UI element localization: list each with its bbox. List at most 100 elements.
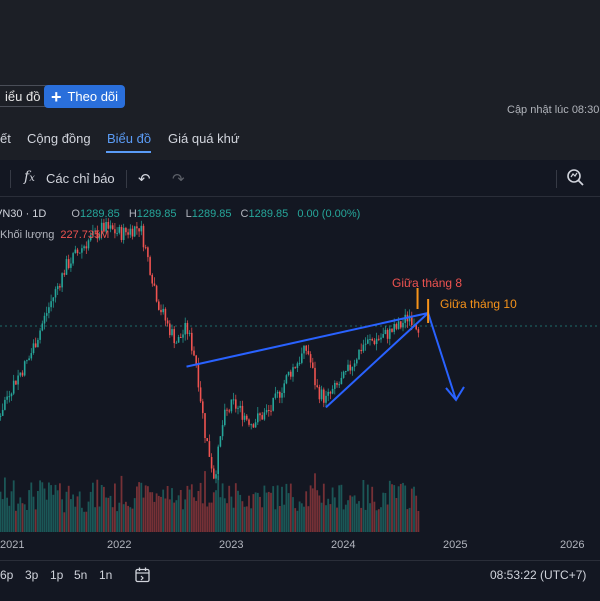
candle-body — [28, 358, 30, 361]
date-range-icon[interactable] — [134, 566, 152, 584]
volume-bar — [331, 487, 334, 532]
candle-body — [131, 228, 134, 237]
volume-bar — [215, 490, 217, 532]
volume-bar — [56, 490, 59, 532]
volume-bar — [107, 497, 110, 532]
volume-bar — [283, 504, 286, 532]
candle-body — [241, 405, 244, 420]
undo-icon[interactable]: ↶ — [138, 171, 151, 188]
volume-bar — [8, 505, 11, 532]
volume-bar — [212, 492, 215, 532]
candle-body — [122, 227, 125, 240]
volume-bar — [237, 490, 239, 532]
timeframe-1p[interactable]: 1p — [50, 568, 64, 582]
trendlines[interactable] — [186, 312, 465, 409]
volume-bar — [144, 485, 147, 532]
candle-body — [175, 342, 178, 344]
candle-body — [151, 274, 153, 284]
candle-body — [261, 415, 263, 420]
volume-bar — [309, 485, 312, 532]
timeframe-6p[interactable]: 6p — [0, 568, 14, 582]
tab-community[interactable]: Cộng đồng — [27, 131, 91, 146]
tab-price-history[interactable]: Giá quá khứ — [168, 131, 240, 146]
low-key: L — [185, 208, 192, 220]
volume-bar — [219, 497, 222, 532]
volume-label: Khối lượng — [0, 229, 55, 241]
volume-bar — [155, 493, 158, 532]
candle-body — [254, 422, 257, 428]
volume-bar — [0, 491, 2, 532]
volume-bar — [61, 499, 63, 532]
volume-bar — [120, 475, 123, 532]
volume-bar — [243, 506, 246, 532]
candle-body — [270, 410, 272, 412]
candle-body — [217, 446, 219, 475]
volume-bar — [65, 491, 68, 532]
toolbar-divider — [556, 170, 557, 188]
candle-body — [316, 385, 318, 387]
candle-body — [118, 227, 121, 233]
volume-bar — [171, 488, 173, 532]
candle-body — [369, 339, 371, 340]
candle-body — [397, 321, 400, 329]
volume-bar — [298, 501, 301, 532]
volume-bar — [232, 507, 235, 532]
indicators-button[interactable]: Các chỉ báo — [46, 171, 115, 186]
timeframe-3p[interactable]: 3p — [25, 568, 39, 582]
volume-bar — [259, 496, 261, 532]
candle-body — [74, 249, 77, 254]
tab-chart[interactable]: Biểu đồ — [107, 131, 152, 146]
bottom-bar — [0, 560, 600, 601]
trendline — [325, 312, 429, 409]
volume-bar — [39, 480, 41, 532]
candle-body — [34, 343, 37, 348]
timeframe-1n[interactable]: 1n — [99, 568, 113, 582]
timeframe-5n[interactable]: 5n — [74, 568, 88, 582]
volume-bar — [92, 482, 94, 532]
volume-bar — [369, 503, 371, 532]
candle-body — [127, 232, 129, 235]
fx-icon[interactable]: fx — [24, 169, 35, 185]
chart-button[interactable]: iểu đồ — [0, 85, 50, 107]
volume-bar — [30, 482, 33, 532]
marker-label-oct: Giữa tháng 10 — [440, 297, 517, 311]
volume-bar — [10, 491, 13, 532]
volume-bar — [274, 509, 277, 532]
volume-bar — [358, 501, 360, 532]
candle-body — [103, 222, 105, 232]
search-chart-icon[interactable] — [566, 168, 586, 188]
volume-bar — [391, 484, 393, 532]
plus-icon: + — [50, 86, 62, 107]
candle-body — [17, 375, 19, 385]
volume-bar — [98, 506, 101, 532]
candle-body — [345, 371, 347, 372]
volume-bar — [382, 492, 385, 532]
price-chart[interactable]: Giữa tháng 8 Giữa tháng 10 — [0, 196, 600, 560]
active-tab-indicator — [106, 151, 151, 153]
candle-body — [52, 297, 55, 302]
candle-body — [224, 409, 226, 426]
volume-bar — [184, 499, 187, 532]
volume-bar — [100, 485, 103, 532]
candle-body — [107, 222, 110, 229]
candle-body — [184, 323, 186, 335]
candle-body — [268, 410, 270, 411]
candle-body — [219, 436, 222, 447]
candle-body — [43, 315, 46, 324]
candle-body — [160, 309, 162, 313]
volume-bar — [188, 489, 191, 532]
volume-bar — [70, 499, 72, 532]
candle-body — [274, 393, 277, 398]
volume-bar — [296, 510, 299, 532]
tab-overview[interactable]: ết — [0, 131, 11, 146]
volume-bar — [168, 499, 171, 532]
volume-bar — [131, 508, 134, 532]
volume-bar — [136, 486, 138, 532]
follow-button[interactable]: + Theo dõi — [44, 85, 125, 108]
candle-body — [292, 367, 294, 377]
volume-bar — [322, 483, 325, 532]
redo-icon[interactable]: ↷ — [172, 171, 185, 188]
volume-bar — [21, 503, 24, 532]
volume-bar — [89, 491, 92, 532]
candles — [0, 217, 420, 484]
